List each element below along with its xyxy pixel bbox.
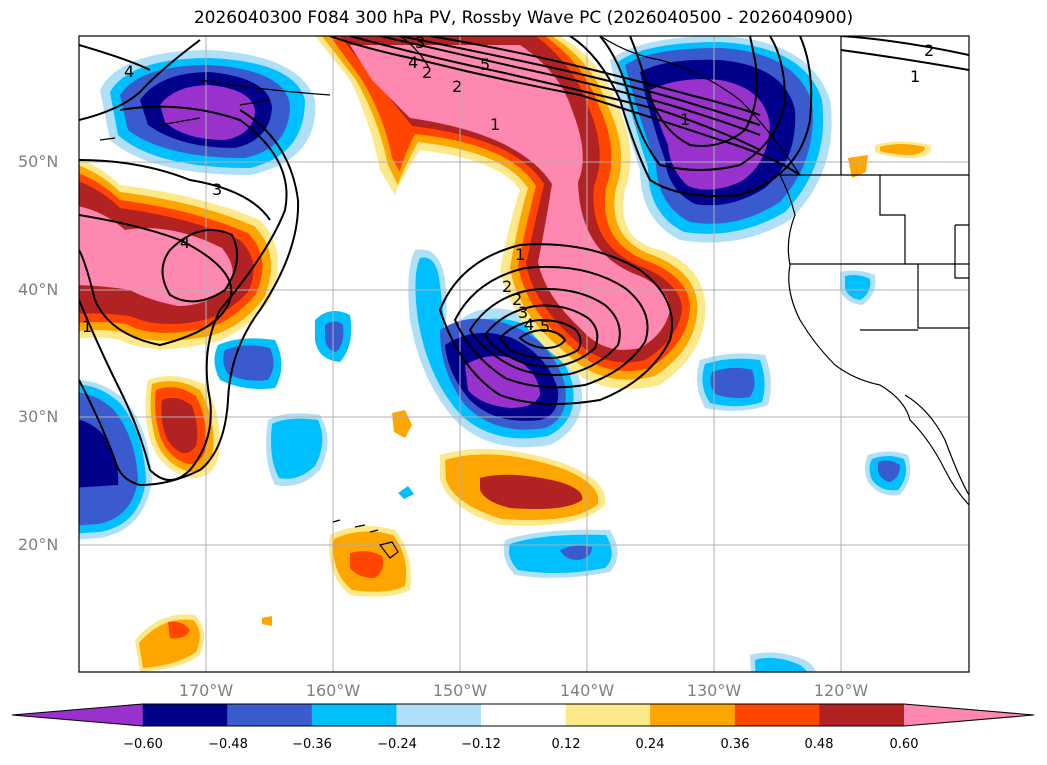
colorbar-label: −0.60 — [123, 737, 163, 752]
contour-label: 4 — [524, 315, 534, 334]
lon-label: 170°W — [178, 681, 234, 700]
lon-label: 130°W — [686, 681, 742, 700]
contour-label: 4 — [124, 62, 134, 81]
contour-label: 1 — [515, 245, 525, 264]
contour-label: 5 — [480, 55, 490, 74]
colorbar-outline — [11, 703, 1035, 727]
colorbar-segment — [819, 704, 905, 726]
contour-label: 3 — [415, 33, 425, 52]
colorbar-label: 0.12 — [551, 737, 581, 752]
contour-label: 2 — [502, 277, 512, 296]
pc-contours — [79, 36, 969, 487]
contour-label: 2 — [512, 290, 522, 309]
pv-pos-small-8 — [262, 616, 272, 626]
lon-label: 140°W — [559, 681, 615, 700]
contour-label: 1 — [490, 115, 500, 134]
lat-label: 20°N — [18, 535, 59, 554]
colorbar-label: 0.24 — [635, 737, 665, 752]
lon-label: 120°W — [813, 681, 869, 700]
colorbar-segment — [565, 704, 651, 726]
colorbar-label: −0.48 — [208, 737, 248, 752]
colorbar-label: −0.36 — [292, 737, 332, 752]
contour-label: 3 — [518, 303, 528, 322]
contour-labels: 4 3 4 1 2 4 3 5 1 2 2 1 2 3 4 5 1 2 1 — [82, 33, 934, 336]
contour-label: 2 — [452, 77, 462, 96]
map-area: 4 3 4 1 2 4 3 5 1 2 2 1 2 3 4 5 1 2 1 — [79, 33, 969, 672]
contour-label: 2 — [422, 63, 432, 82]
contour-label: 3 — [212, 180, 222, 199]
colorbar-segment — [734, 704, 820, 726]
colorbar-label: 0.60 — [889, 737, 919, 752]
colorbar-label: −0.24 — [377, 737, 417, 752]
colorbar-segment — [396, 704, 482, 726]
colorbar-segment — [650, 704, 736, 726]
colorbar — [11, 703, 1035, 727]
lat-label: 30°N — [18, 407, 59, 426]
colorbar-segment — [12, 704, 143, 726]
contour-label: 2 — [924, 41, 934, 60]
colorbar-segment — [227, 704, 313, 726]
lon-label: 150°W — [432, 681, 488, 700]
lat-label: 40°N — [18, 280, 59, 299]
contour-label: 1 — [680, 110, 690, 129]
map-title: 2026040300 F084 300 hPa PV, Rossby Wave … — [193, 8, 854, 28]
colorbar-label: 0.36 — [720, 737, 750, 752]
lon-label: 160°W — [305, 681, 361, 700]
colorbar-segment — [481, 704, 567, 726]
contour-label: 4 — [180, 233, 190, 252]
contour-label: 1 — [82, 317, 92, 336]
colorbar-label: 0.48 — [804, 737, 834, 752]
colorbar-segment — [142, 704, 228, 726]
map-frame — [78, 35, 970, 673]
contour-label: 1 — [910, 67, 920, 86]
graticule — [79, 36, 969, 672]
coastlines — [99, 36, 969, 559]
pv-neg-small-9 — [398, 486, 414, 499]
contour-label: 5 — [540, 317, 550, 336]
colorbar-segment — [311, 704, 397, 726]
colorbar-segment — [904, 704, 1034, 726]
pv-pos-small-7 — [848, 155, 868, 178]
contour-label: 4 — [408, 53, 418, 72]
lat-label: 50°N — [18, 152, 59, 171]
colorbar-label: −0.12 — [461, 737, 501, 752]
